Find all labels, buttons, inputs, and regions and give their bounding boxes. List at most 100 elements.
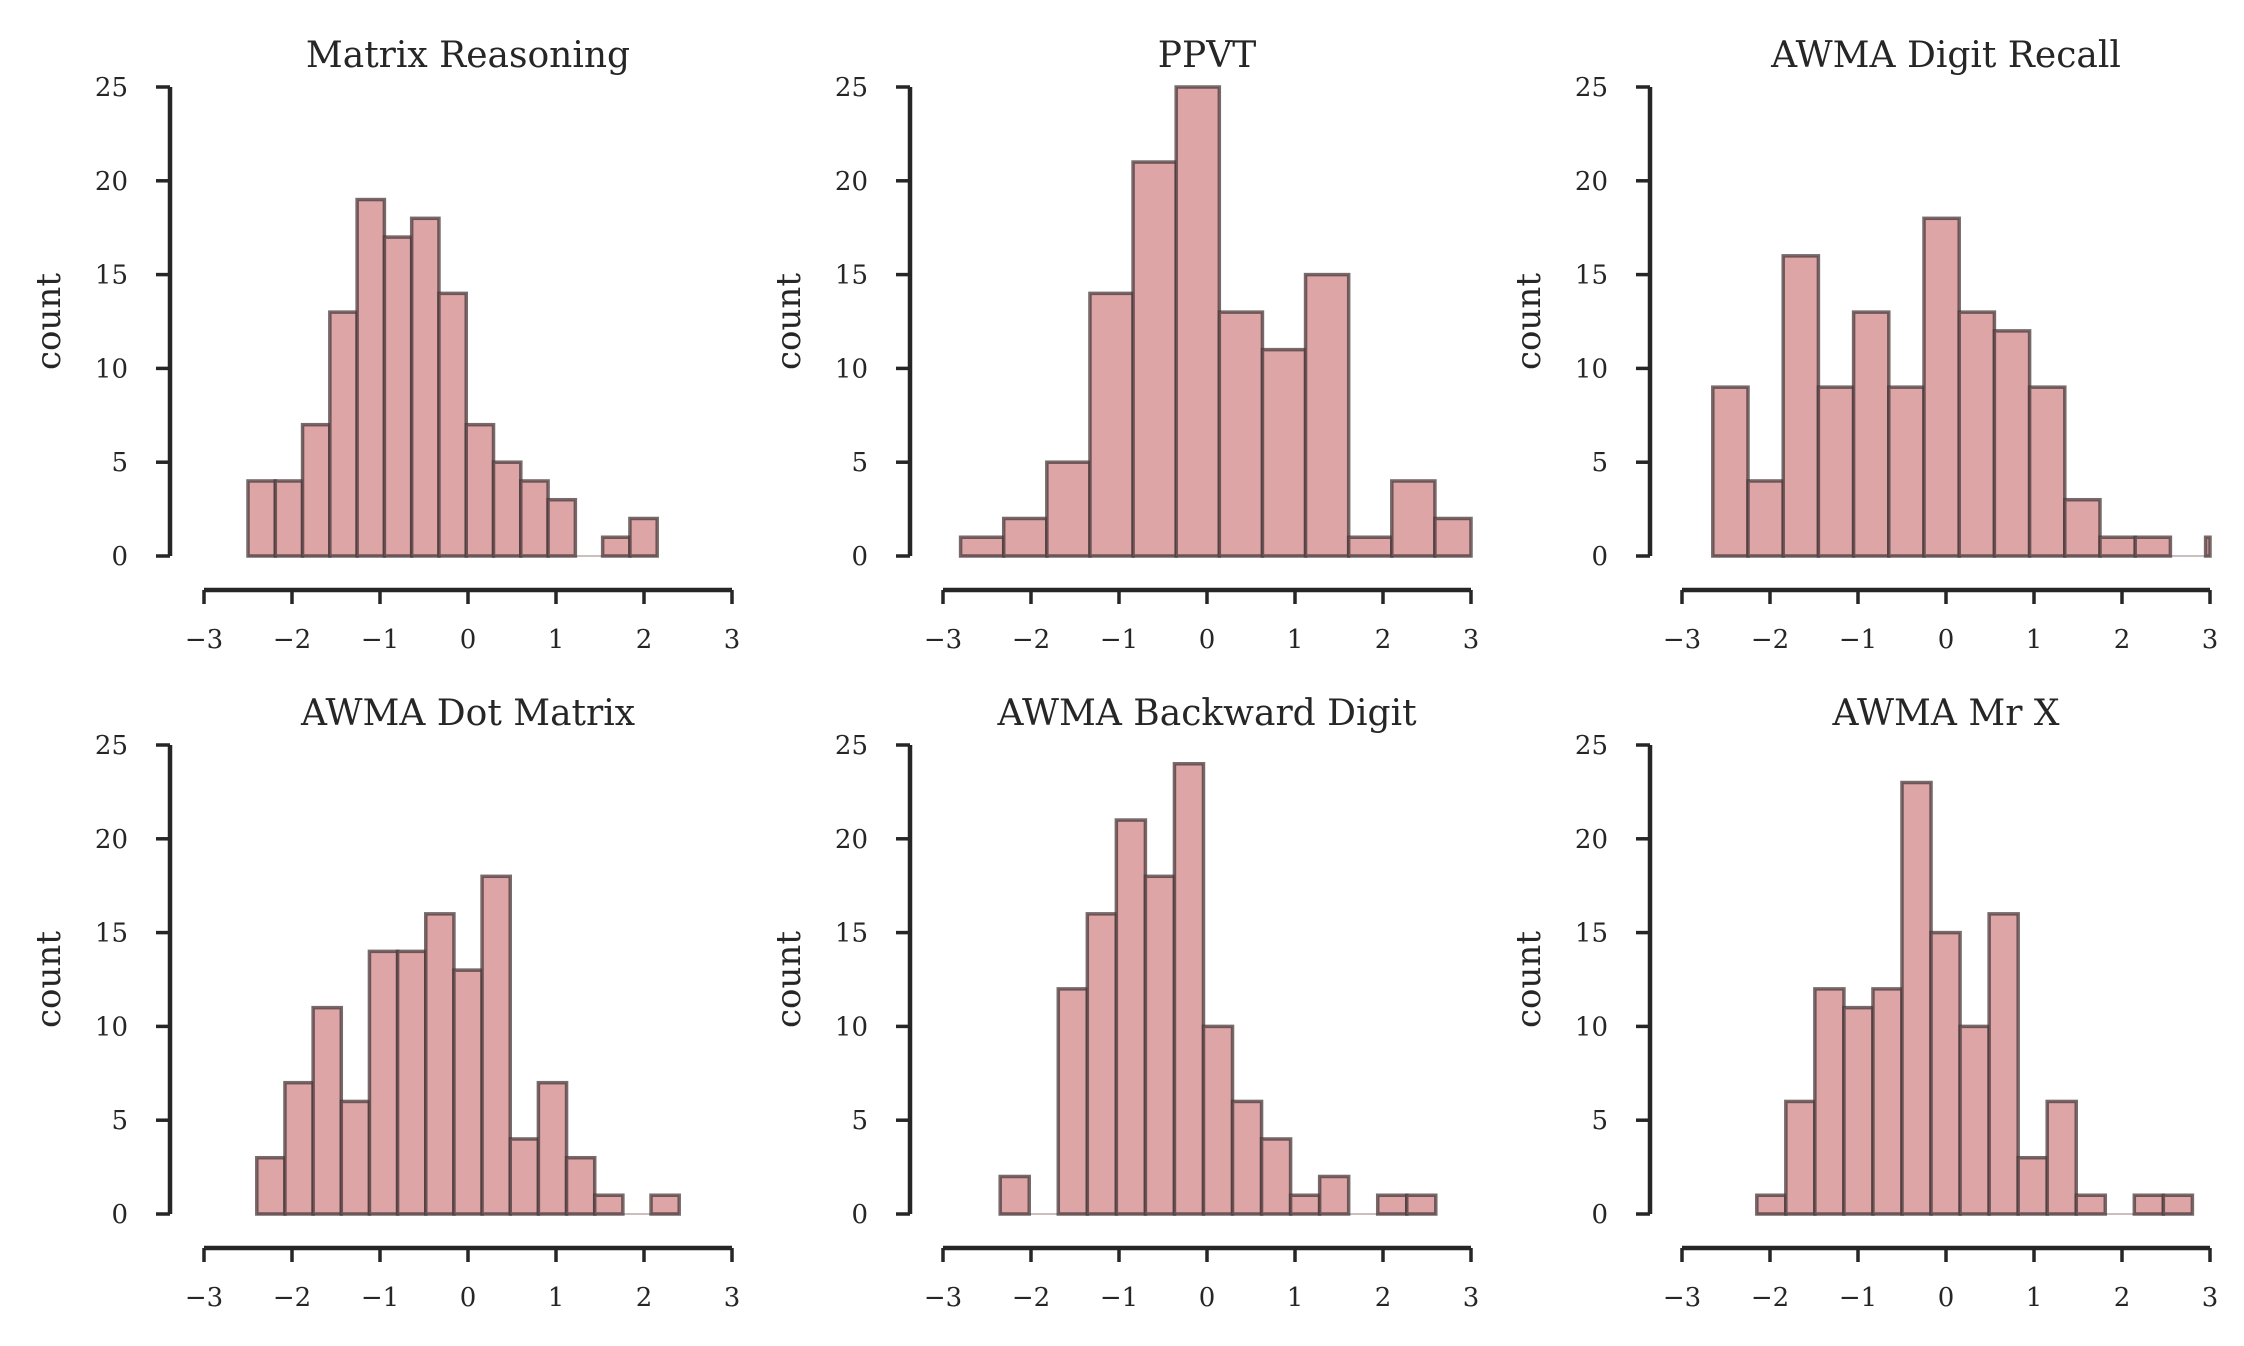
histogram-bar <box>1088 291 1135 558</box>
x-tick-label: −3 <box>185 1283 223 1313</box>
x-tick-label: 2 <box>2114 1283 2131 1313</box>
histogram-panel-3: AWMA Digit Recall count 0 5 10 15 20 25 −3 −2 −1 0 1… <box>1509 35 2218 655</box>
y-tick-label: 0 <box>111 542 128 572</box>
histogram-bar <box>628 516 659 558</box>
y-tick-label: 15 <box>1575 919 1608 949</box>
y-tick-label: 10 <box>1575 354 1608 384</box>
x-tick-label: −1 <box>361 1283 399 1313</box>
histogram-panel-4: AWMA Dot Matrix count 0 5 10 15 20 25 −3 −2 −1 0 1 2 3 <box>29 693 740 1313</box>
histogram-bar <box>283 1080 315 1216</box>
x-tick-label: −3 <box>185 625 223 655</box>
histogram-bar <box>1957 310 1997 558</box>
histogram-bar <box>998 1174 1031 1216</box>
histogram-bar <box>424 912 456 1216</box>
panel-title: AWMA Dot Matrix <box>300 693 635 734</box>
x-tick-label: −2 <box>1012 1283 1050 1313</box>
histogram-bar <box>409 216 441 558</box>
histogram-bar <box>1851 310 1891 558</box>
histogram-bar <box>328 310 359 558</box>
y-tick-label: 20 <box>835 167 868 197</box>
histogram-bar <box>2027 385 2067 558</box>
y-tick-label: 10 <box>95 354 128 384</box>
x-tick-label: 0 <box>1938 1283 1955 1313</box>
histogram-bar <box>1755 1193 1788 1216</box>
x-tick-label: 0 <box>460 1283 477 1313</box>
histogram-bar <box>2098 535 2137 558</box>
y-axis-label: count <box>769 273 809 370</box>
y-tick-label: 5 <box>111 448 128 478</box>
histogram-bar <box>2203 535 2212 558</box>
histogram-bar <box>1001 516 1049 558</box>
x-tick-label: 1 <box>548 625 565 655</box>
x-tick-label: −2 <box>1751 625 1789 655</box>
y-tick-label: 20 <box>95 825 128 855</box>
x-tick-label: −1 <box>1839 1283 1877 1313</box>
x-tick-label: 3 <box>1463 1283 1480 1313</box>
histogram-bar <box>395 949 428 1216</box>
y-tick-label: 10 <box>835 1012 868 1042</box>
y-tick-label: 0 <box>851 1200 868 1230</box>
histogram-bar <box>1871 987 1904 1216</box>
x-tick-label: −1 <box>1100 1283 1138 1313</box>
histogram-bar <box>1922 216 1961 558</box>
histogram-bar <box>1784 1099 1817 1216</box>
histogram-bar <box>649 1193 681 1216</box>
y-tick-label: 25 <box>95 731 128 761</box>
histogram-bar <box>1929 930 1962 1216</box>
x-tick-label: −1 <box>1839 625 1877 655</box>
x-tick-label: 2 <box>2114 625 2131 655</box>
histogram-bar <box>536 1080 569 1216</box>
x-tick-label: 3 <box>2202 1283 2219 1313</box>
panel-title: AWMA Backward Digit <box>996 693 1417 734</box>
panel-title: AWMA Digit Recall <box>1770 35 2121 76</box>
histogram-bar <box>246 479 278 558</box>
x-tick-label: −2 <box>273 1283 311 1313</box>
histogram-bar <box>1114 818 1148 1216</box>
histogram-bar <box>2161 1193 2195 1216</box>
histogram-bar <box>1201 1024 1235 1216</box>
histogram-bar <box>2016 1155 2049 1216</box>
y-tick-label: 25 <box>1575 731 1608 761</box>
histogram-bar <box>2045 1099 2078 1216</box>
x-tick-label: 1 <box>1287 625 1304 655</box>
y-axis-label: count <box>29 931 69 1028</box>
histogram-bar <box>1813 987 1846 1216</box>
x-tick-label: 1 <box>1287 1283 1304 1313</box>
histogram-bar <box>311 1005 344 1216</box>
histogram-bar <box>2133 535 2173 558</box>
y-tick-label: 5 <box>1591 1106 1608 1136</box>
x-tick-label: 2 <box>1375 1283 1392 1313</box>
histogram-bar <box>367 949 400 1216</box>
y-axis-label: count <box>1509 273 1549 370</box>
histogram-bar <box>491 460 523 558</box>
histogram-panel-6: AWMA Mr X count 0 5 10 15 20 25 −3 −2 −1 0 1 2 3 <box>1509 693 2218 1313</box>
histogram-bar <box>1045 460 1092 558</box>
histogram-bar <box>1987 912 2020 1216</box>
histogram-panel-1: Matrix Reasoning count 0 5 10 15 20 25 −3 −2 −1 0 1 2… <box>29 35 740 655</box>
y-axis-label: count <box>769 931 809 1028</box>
histogram-bar <box>1131 160 1178 558</box>
histogram-bar <box>1056 987 1090 1216</box>
histogram-bar <box>2063 497 2102 558</box>
y-tick-label: 5 <box>111 1106 128 1136</box>
histogram-bar <box>339 1099 372 1216</box>
histogram-bar <box>437 291 468 558</box>
y-tick-label: 15 <box>835 261 868 291</box>
histogram-bar <box>1992 329 2032 558</box>
y-tick-label: 25 <box>95 73 128 103</box>
histogram-bar <box>1143 874 1177 1216</box>
x-tick-label: 2 <box>1375 625 1392 655</box>
x-tick-label: −3 <box>1663 1283 1701 1313</box>
histogram-bar <box>355 197 387 558</box>
y-tick-label: 15 <box>95 261 128 291</box>
histogram-bar <box>1887 385 1926 558</box>
histogram-bar <box>1303 272 1351 558</box>
histogram-bar <box>1816 385 1856 558</box>
histogram-bar <box>519 479 550 558</box>
x-tick-label: 1 <box>548 1283 565 1313</box>
y-tick-label: 20 <box>1575 167 1608 197</box>
y-tick-label: 10 <box>835 354 868 384</box>
histogram-bar <box>564 1155 597 1216</box>
histogram-bar <box>1405 1193 1438 1216</box>
